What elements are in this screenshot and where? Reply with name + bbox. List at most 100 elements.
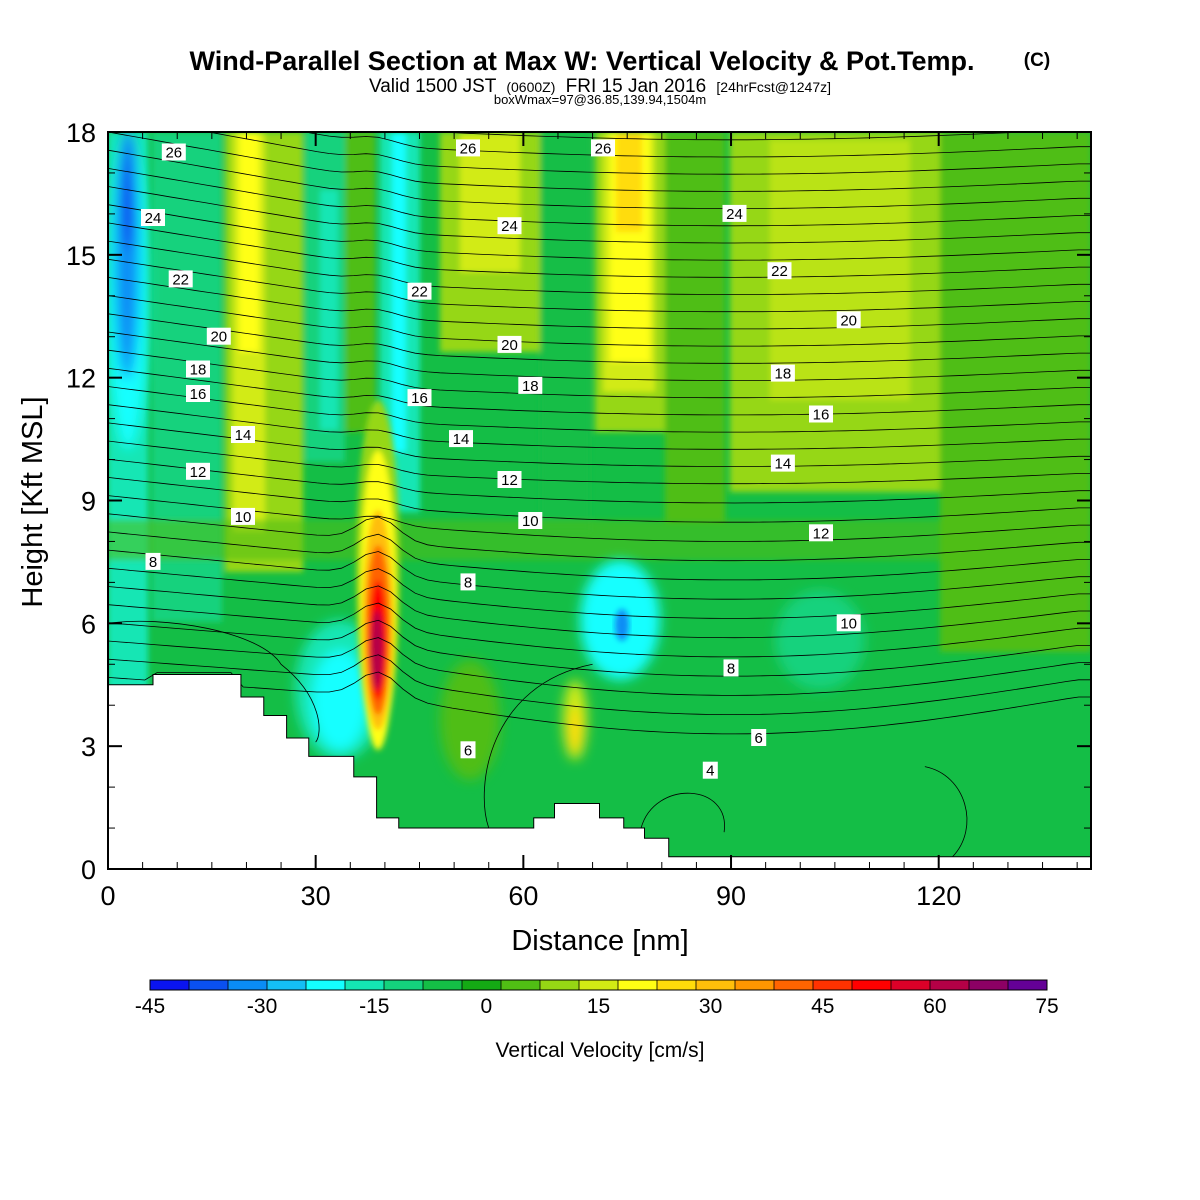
- colorbar-tick-label: -45: [135, 995, 165, 1018]
- contour-label: 10: [836, 614, 861, 632]
- downdraft-core: [615, 609, 629, 641]
- contour-label-text: 22: [411, 284, 428, 301]
- y-tick-label: 9: [81, 487, 96, 517]
- theta-contour-line: [640, 792, 725, 833]
- contour-label-text: 26: [165, 145, 182, 162]
- theta-contour-line: [108, 513, 1091, 562]
- y-axis: 0 3 6 9 12 15 18: [66, 118, 1091, 885]
- contour-label-text: 20: [210, 329, 227, 346]
- x-tick-label: 30: [301, 881, 331, 911]
- theta-contour-line: [108, 620, 320, 743]
- theta-contour-line: [206, 132, 1091, 175]
- theta-contour-line: [108, 386, 1091, 433]
- theta-contour-line: [108, 531, 1091, 581]
- colorbar-swatch: [189, 980, 229, 990]
- colorbar-swatch: [228, 980, 268, 990]
- y-tick-label: 3: [81, 732, 96, 762]
- theta-contour-line: [108, 349, 1091, 399]
- theta-contour-line: [108, 458, 1091, 504]
- theta-contour-line: [108, 585, 1091, 639]
- contour-label: 18: [770, 364, 795, 383]
- colorbar-swatch: [735, 980, 775, 990]
- contour-label: 16: [407, 389, 432, 407]
- contour-label-text: 14: [235, 427, 252, 444]
- x-tick-label: 120: [916, 881, 961, 911]
- contour-label-text: 4: [706, 763, 714, 780]
- contour-label: 24: [141, 209, 165, 227]
- contour-label: 24: [497, 217, 522, 235]
- contour-label: 22: [767, 262, 792, 280]
- contour-label: 14: [770, 454, 795, 473]
- contour-label-text: 20: [501, 337, 518, 354]
- theta-contour-line: [108, 277, 1091, 330]
- theta-contour-line: [108, 619, 1091, 677]
- chart-title: Wind-Parallel Section at Max W: Vertical…: [190, 46, 975, 76]
- contour-label: 22: [168, 270, 193, 288]
- contour-label: 12: [186, 462, 210, 481]
- colorbar-tick-label: 60: [923, 995, 946, 1018]
- contour-label: 22: [407, 282, 432, 301]
- valid-date: FRI 15 Jan 2016: [566, 76, 706, 97]
- contour-label-text: 16: [411, 390, 428, 407]
- x-axis: 0 30 60 90 120: [100, 132, 1078, 911]
- colorbar-swatch: [540, 980, 580, 990]
- box-info: boxWmax=97@36.85,139.94,1504m: [494, 92, 706, 107]
- contour-label-text: 8: [727, 660, 735, 677]
- contour-label-text: 10: [235, 509, 252, 526]
- contour-label-text: 18: [522, 378, 539, 395]
- contour-label-text: 16: [813, 407, 830, 424]
- colorbar-swatch: [813, 980, 853, 990]
- contour-label: 26: [161, 143, 186, 162]
- colorbar-swatch: [150, 980, 190, 990]
- colorbar-tick-label: 0: [481, 995, 493, 1018]
- colorbar-swatch: [930, 980, 970, 990]
- theta-contour-line: [108, 440, 1091, 485]
- colorbar-tick-label: 15: [587, 995, 610, 1018]
- colorbar-tick-label: 75: [1035, 995, 1058, 1018]
- theta-contour-line: [108, 422, 1091, 467]
- colorbar-swatch: [657, 980, 697, 990]
- contour-label: 16: [186, 385, 210, 403]
- contour-label: 8: [723, 659, 739, 677]
- contour-label-text: 12: [813, 525, 830, 542]
- theta-contour-line: [108, 240, 1091, 295]
- x-axis-label: Distance [nm]: [511, 925, 688, 957]
- contour-label: 4: [702, 761, 718, 780]
- theta-contour-line: [108, 132, 1091, 192]
- theta-contour-line: [108, 295, 1091, 347]
- theta-contour-line: [108, 222, 1091, 278]
- theta-contour-line: [108, 367, 1091, 416]
- contour-label: 26: [591, 139, 615, 157]
- contour-label-text: 24: [501, 218, 518, 235]
- contour-label: 12: [497, 471, 522, 489]
- theta-contour-line: [108, 477, 1091, 523]
- theta-contour-line: [108, 331, 1091, 381]
- contour-label-text: 12: [190, 464, 207, 481]
- colorbar-swatch: [891, 980, 931, 990]
- contour-label-text: 8: [149, 554, 157, 571]
- contour-label: 26: [456, 139, 480, 157]
- colorbar-frame: [149, 979, 1048, 991]
- theta-contour-line: [108, 549, 1091, 600]
- theta-contour-line: [108, 186, 1091, 244]
- contour-label: 20: [497, 335, 522, 354]
- theta-contour-line: [108, 671, 1091, 735]
- contour-label: 16: [809, 405, 833, 424]
- contour-label: 24: [722, 204, 747, 223]
- contour-label-text: 22: [771, 263, 788, 280]
- contour-label: 10: [231, 507, 255, 526]
- theta-contour-line: [108, 313, 1091, 364]
- contour-label-text: 14: [453, 431, 470, 448]
- contour-label-text: 24: [726, 206, 743, 223]
- contour-label-text: 20: [840, 312, 857, 329]
- theta-contour-line: [108, 149, 1091, 209]
- theta-contour-line: [108, 168, 1091, 227]
- theta-contour-line: [924, 766, 968, 857]
- theta-contour-line: [108, 258, 1091, 313]
- theta-contour-line: [483, 663, 593, 829]
- contour-label-text: 24: [145, 210, 162, 227]
- contour-label: 10: [518, 512, 543, 530]
- x-tick-label: 0: [100, 881, 115, 911]
- contour-label-text: 6: [755, 730, 763, 747]
